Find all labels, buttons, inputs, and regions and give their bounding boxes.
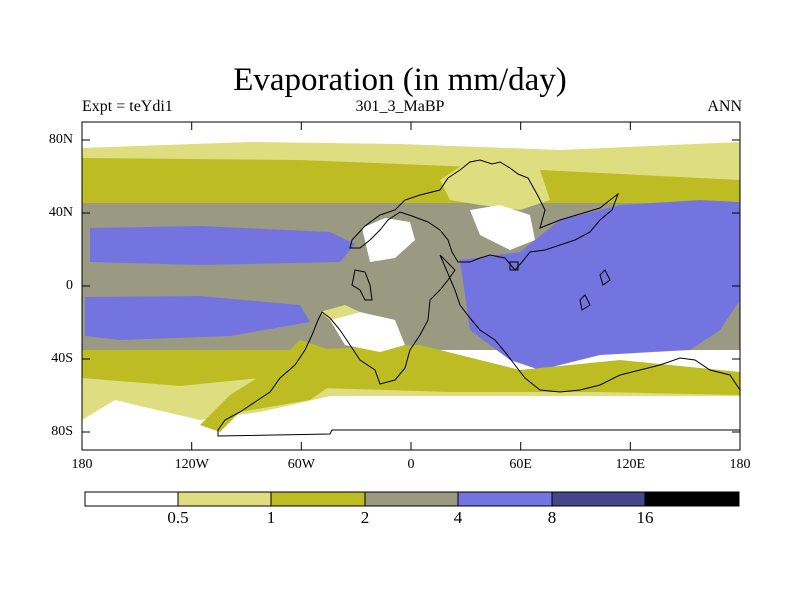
colorbar [84,491,740,507]
continent-north-white [470,205,535,250]
season-label: ANN [707,98,742,115]
continent-north-light [440,155,550,210]
continent-west-white [362,218,415,262]
lat-label: 40N [48,205,73,220]
experiment-label: Expt = teYdi1 [82,98,173,115]
colorbar-swatch-5 [458,492,552,506]
colorbar-label: 0.5 [167,508,189,527]
coastline-central [217,254,741,437]
period-label: 301_3_MaBP [355,98,445,115]
colorbar-label: 1 [266,508,276,527]
map-title: Evaporation (in mm/day) [233,62,567,98]
lat-label: 80S [51,424,73,439]
coastlines [217,159,741,437]
colorbar-swatch-6 [552,492,645,506]
lat-label: 0 [66,278,73,293]
colorbar-label: 16 [636,508,654,527]
continent-mid-white [330,312,405,352]
map-panel [81,121,741,451]
colorbar-swatch-3 [271,492,365,506]
map-ticks [82,122,740,450]
colorbar-label: 8 [547,508,557,527]
lat-label: 40S [51,351,73,366]
coastline-islands [509,261,611,311]
colorbar-label: 2 [360,508,370,527]
lon-label: 60W [287,457,315,472]
band-north-blue [90,226,355,265]
colorbar-swatch-7 [645,492,739,506]
colorbar-swatch-4 [365,492,458,506]
colorbar-label: 4 [453,508,463,527]
lon-label: 120W [174,457,209,472]
lon-label: 120E [615,457,646,472]
coastline-west [351,269,373,301]
band-south-blue [85,296,310,340]
continent-mid-light [320,305,360,320]
lon-label: 180 [729,457,751,472]
polar-cap-white [82,396,740,450]
lat-label: 80N [48,132,73,147]
lon-label: 180 [71,457,93,472]
lon-label: 60E [509,457,532,472]
south-continent-olive [200,340,350,432]
ocean-east-blue [460,200,740,370]
colorbar-swatch-1 [85,492,178,506]
lon-label: 0 [407,457,415,472]
colorbar-swatch-2 [178,492,271,506]
colorbar-frame [84,491,740,507]
